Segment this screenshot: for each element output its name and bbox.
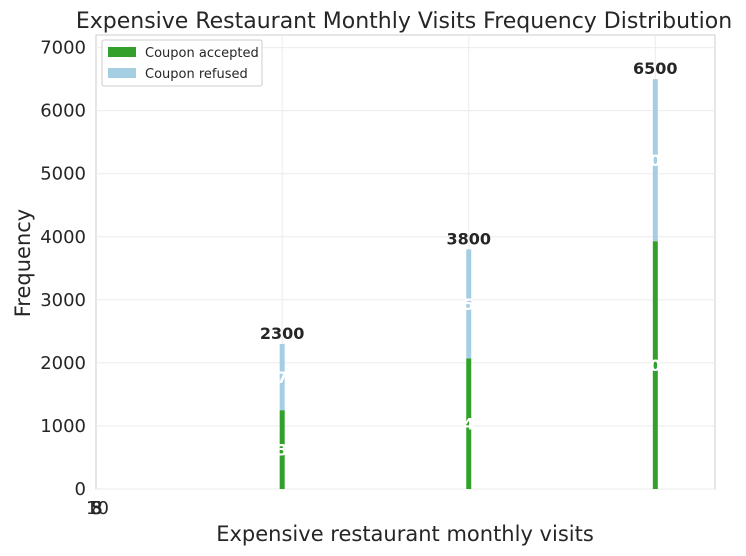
bar-label-accepted: 3: [277, 441, 288, 460]
bars: 3 7 2300 4 5 3800 0 0 6500: [260, 59, 678, 489]
bar-total-label: 6500: [633, 59, 678, 78]
bar-accepted: [466, 358, 472, 489]
bar-refused: [652, 79, 658, 242]
x-tick-label: 10: [86, 498, 109, 519]
legend: Coupon accepted Coupon refused: [101, 39, 263, 87]
plot-area: [95, 34, 716, 490]
legend-box: [101, 39, 263, 87]
y-tick-label: 2000: [40, 353, 86, 374]
bar-label-accepted: 4: [463, 415, 474, 434]
bar-accepted: [279, 410, 285, 489]
bar-total-label: 2300: [260, 324, 305, 343]
bar-refused: [279, 343, 285, 411]
y-tick-label: 0: [75, 479, 86, 500]
legend-label-refused: Coupon refused: [145, 67, 248, 82]
y-tick-label: 1000: [40, 416, 86, 437]
bar-accepted: [652, 241, 658, 489]
bar-label-refused: 0: [650, 151, 661, 170]
y-tick-label: 7000: [40, 38, 86, 59]
x-tick-label: 3: [90, 498, 101, 519]
y-axis-ticks: 0 1000 2000 3000 4000 5000 6000 7000: [40, 38, 86, 500]
x-axis-label: Expensive restaurant monthly visits: [216, 522, 594, 546]
y-axis-label: Frequency: [11, 209, 35, 318]
legend-swatch-accepted: [108, 47, 136, 57]
bar-label-refused: 5: [463, 295, 474, 314]
legend-swatch-refused: [108, 68, 136, 78]
bar-refused: [466, 249, 472, 359]
bar-label-refused: 7: [277, 368, 288, 387]
bar-label-accepted: 0: [650, 356, 661, 375]
y-tick-label: 5000: [40, 164, 86, 185]
y-tick-label: 6000: [40, 101, 86, 122]
y-tick-label: 4000: [40, 227, 86, 248]
y-tick-label: 3000: [40, 290, 86, 311]
chart-title: Expensive Restaurant Monthly Visits Freq…: [76, 9, 732, 34]
bar-total-label: 3800: [446, 229, 491, 248]
x-tick-label: 8: [91, 498, 102, 519]
legend-label-accepted: Coupon accepted: [145, 46, 259, 61]
x-tick-label: 5: [91, 498, 102, 519]
